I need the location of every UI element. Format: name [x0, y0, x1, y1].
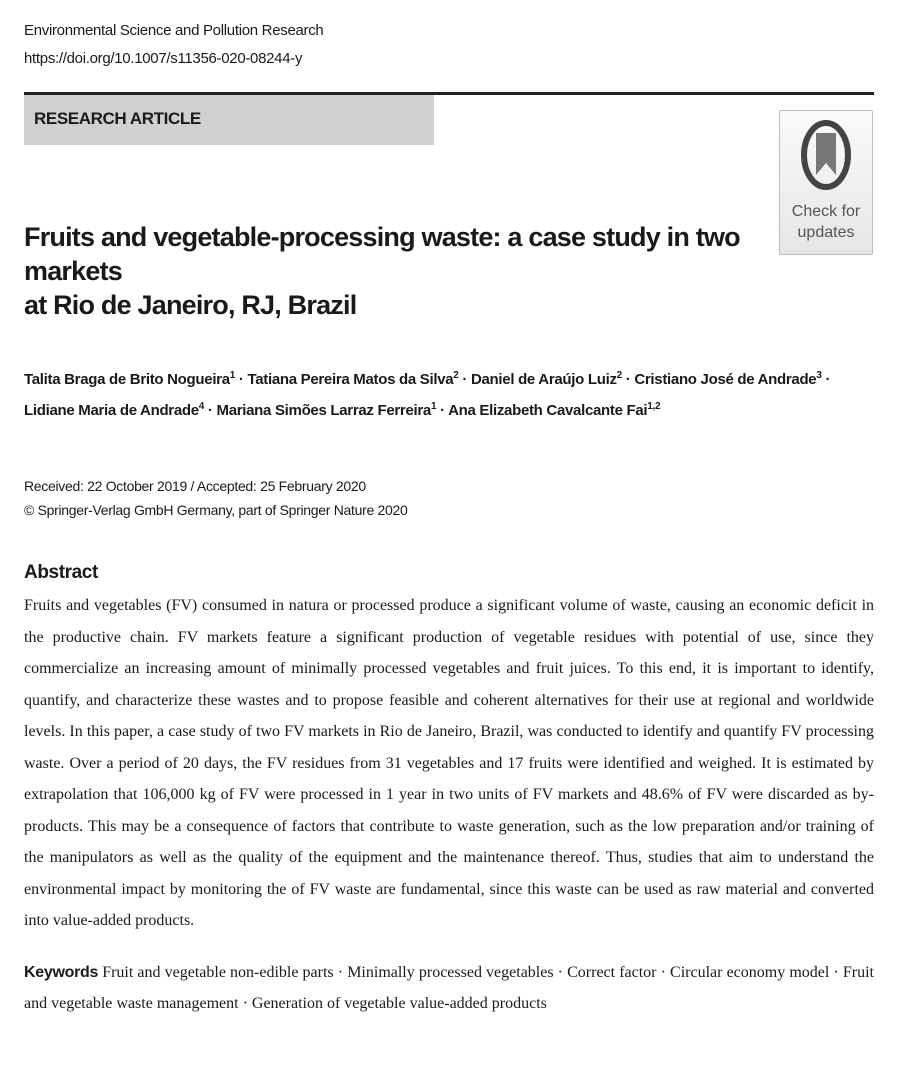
- authors: Talita Braga de Brito Nogueira1 · Tatian…: [24, 370, 831, 419]
- abstract-heading: Abstract: [24, 562, 98, 583]
- abstract-line: material and converted into value-added …: [24, 880, 875, 930]
- abstract-line: processing waste. Over a period of 20 da…: [24, 723, 874, 772]
- author[interactable]: Daniel de Araújo Luiz: [470, 371, 617, 388]
- abstract-line: and/or training of the manipulators as w…: [24, 817, 875, 867]
- abstract-line: estimated by extrapolation that 106,000 …: [24, 754, 875, 804]
- abstract-line: understand the environmental impact by m…: [24, 849, 875, 898]
- title-line-2: at Rio de Janeiro, RJ, Brazil: [24, 290, 357, 320]
- author[interactable]: Talita Braga de Brito Nogueira: [24, 371, 230, 388]
- dates: Received: 22 October 2019 / Accepted: 25…: [24, 478, 366, 494]
- article-type: RESEARCH ARTICLE: [34, 109, 201, 128]
- author[interactable]: Ana Elizabeth Cavalcante Fai: [448, 402, 648, 419]
- abstract-line: quantify, and characterize these wastes …: [24, 691, 874, 709]
- keywords-line: and vegetable waste management · Generat…: [24, 995, 547, 1012]
- keywords-line: Fruit and vegetable non-edible parts · M…: [102, 963, 874, 981]
- affiliation: 4: [198, 401, 205, 412]
- affiliation: 1,2: [647, 401, 661, 412]
- journal-name: Environmental Science and Pollution Rese…: [24, 22, 324, 39]
- copyright: © Springer-Verlag GmbH Germany, part of …: [24, 502, 408, 518]
- abstract-line: Fruits and vegetables (FV) consumed in n…: [24, 597, 857, 614]
- abstract-body: Fruits and vegetables (FV) consumed in n…: [24, 590, 874, 937]
- affiliation: 1: [430, 401, 437, 412]
- abstract-line: in the productive chain. FV markets feat…: [24, 597, 875, 646]
- affiliation: 2: [616, 370, 623, 381]
- keywords-label: Keywords: [24, 963, 99, 981]
- article-title: Fruits and vegetable-processing waste: a…: [24, 220, 764, 322]
- affiliation: 2: [453, 370, 459, 381]
- abstract-section: Abstract Fruits and vegetables (FV) cons…: [24, 562, 874, 1020]
- abstract-line: commercialize an increasing amount of mi…: [24, 660, 874, 677]
- title-line-1: Fruits and vegetable-processing waste: a…: [24, 222, 741, 286]
- author[interactable]: Lidiane Maria de Andrade: [24, 402, 199, 419]
- doi-link[interactable]: https://doi.org/10.1007/s11356-020-08244…: [24, 50, 303, 67]
- keywords: Keywords Fruit and vegetable non-edible …: [24, 957, 874, 1020]
- check-updates-line2: updates: [797, 224, 855, 241]
- check-updates-line1: Check for: [791, 203, 861, 220]
- affiliation: 3: [816, 370, 822, 381]
- affiliation: 1: [229, 370, 236, 381]
- article-type-band: RESEARCH ARTICLE: [24, 95, 434, 145]
- author[interactable]: Tatiana Pereira Matos da Silva: [247, 371, 454, 388]
- abstract-line: discarded as by-products. This may be a …: [24, 786, 875, 835]
- author[interactable]: Cristiano José de Andrade: [634, 371, 817, 388]
- author[interactable]: Mariana Simões Larraz Ferreira: [216, 402, 432, 419]
- check-for-updates-button[interactable]: Check for updates: [779, 110, 873, 255]
- header-rule: [24, 92, 874, 95]
- abstract-line: levels. In this paper, a case study of t…: [24, 723, 802, 740]
- bookmark-ring-icon: [801, 120, 851, 190]
